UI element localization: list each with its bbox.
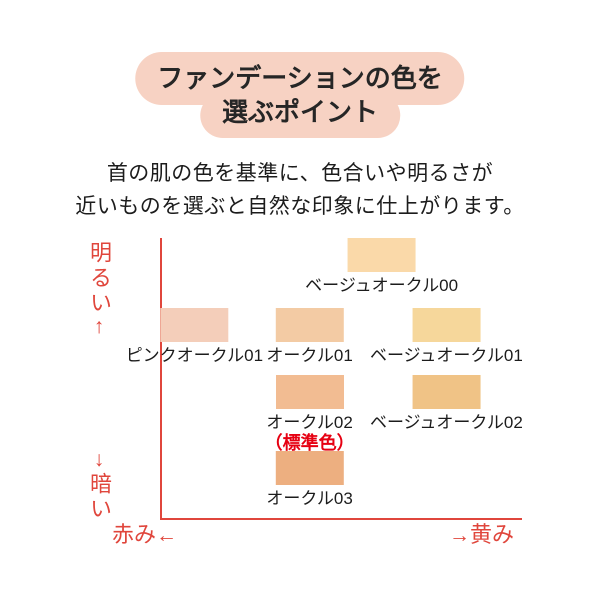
description-line-2: 近いものを選ぶと自然な印象に仕上がります。: [75, 194, 525, 218]
shade-label: オークル01: [266, 345, 353, 365]
arrow-left-icon: ←: [156, 524, 178, 547]
shade-swatch: [275, 375, 344, 409]
shade-point: ベージュオークル00: [305, 237, 459, 296]
shade-label: ベージュオークル00: [305, 275, 459, 295]
title-text-2: 選ぶポイント: [221, 97, 379, 127]
title-line-2: 選ぶポイント: [199, 93, 401, 138]
y-axis-bright-text: 明るい: [87, 241, 112, 316]
shade-point: オークル01: [266, 307, 353, 366]
y-axis-label-dark: ↓ 暗い: [84, 449, 114, 522]
x-axis-label-red: 赤み←: [112, 522, 178, 547]
description-line-1: 首の肌の色を基準に、色合いや明るさが: [106, 162, 494, 185]
shade-label: オークル03: [266, 488, 353, 508]
y-axis-label-bright: 明るい ↑: [84, 241, 114, 337]
shade-point: オークル03: [266, 450, 353, 509]
shade-label: ベージュオークル01: [369, 345, 523, 365]
arrow-right-icon: →: [449, 524, 470, 547]
shade-swatch: [412, 375, 481, 409]
shade-label: オークル02: [266, 413, 353, 432]
shade-point: ベージュオークル02: [370, 375, 523, 433]
shade-swatch: [347, 237, 416, 272]
y-axis-dark-text: 暗い: [87, 472, 112, 522]
plot-area: ベージュオークル00 ピンクオークル01 オークル01 ベージュオークル01 オークル0…: [126, 237, 523, 520]
shade-swatch: [275, 307, 344, 342]
arrow-up-icon: ↑: [93, 315, 105, 338]
x-axis-red-text: 赤み: [112, 522, 157, 547]
arrow-down-icon: ↓: [93, 448, 105, 471]
shade-point: オークル02 （標準色）: [265, 375, 355, 453]
title-bubble: ファンデーションの色を 選ぶポイント: [135, 52, 465, 138]
shade-label: ピンクオークル01: [125, 345, 264, 365]
x-axis-label-yellow: →黄み: [449, 522, 515, 547]
title-text-1: ファンデーションの色を: [157, 63, 443, 93]
shade-label: ベージュオークル02: [369, 413, 523, 432]
shade-point: ベージュオークル01: [369, 307, 523, 366]
x-axis-yellow-text: 黄み: [470, 522, 515, 547]
shade-swatch: [275, 450, 344, 485]
shade-swatch: [412, 307, 481, 342]
description: 首の肌の色を基準に、色合いや明るさが 近いものを選ぶと自然な印象に仕上がります。: [0, 158, 600, 223]
shade-swatch: [160, 307, 229, 342]
shade-note-standard: （標準色）: [264, 432, 355, 453]
shade-point: ピンクオークル01: [125, 307, 264, 366]
